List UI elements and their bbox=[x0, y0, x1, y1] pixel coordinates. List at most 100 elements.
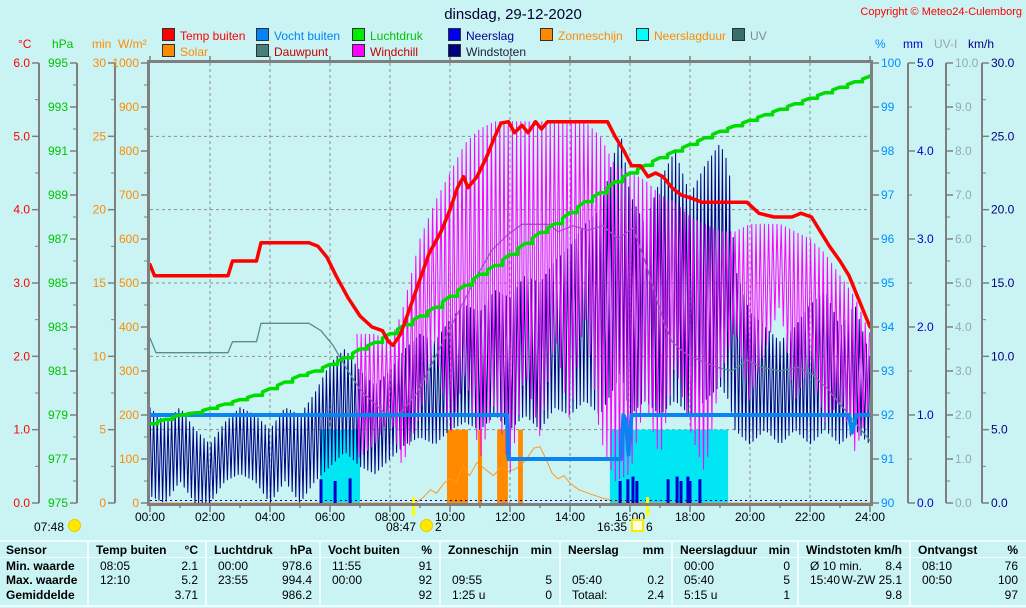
neerslag-bar bbox=[333, 481, 337, 503]
y-tick-label-kmh: 30.0 bbox=[991, 56, 1015, 70]
y-tick-label-mm: 2.0 bbox=[917, 320, 934, 334]
daylength-value: 07:48 bbox=[34, 520, 65, 534]
neerslag-bar bbox=[679, 481, 683, 503]
legend-label: Dauwpunt bbox=[274, 45, 329, 59]
y-tick-label-pct: 93 bbox=[881, 364, 895, 378]
sun-icon bbox=[68, 519, 82, 532]
y-tick-label-temp: 6.0 bbox=[13, 56, 30, 70]
legend-item-zonneschijn: Zonneschijn bbox=[540, 28, 623, 43]
y-tick-label-hpa: 975 bbox=[48, 496, 68, 510]
x-tick-label: 24:00 bbox=[855, 510, 885, 524]
table-cell-value: 2.4 bbox=[647, 588, 664, 602]
table-cell-time: 12:10 bbox=[100, 573, 131, 587]
weather-chart: 00:00 02:00 04:00 06:00 08:00 10:00 12:00 14:00… bbox=[13, 56, 1015, 524]
axis-header-temp: °C bbox=[18, 37, 32, 51]
y-tick-label-temp: 5.0 bbox=[13, 129, 30, 143]
table-cell-value: 0 bbox=[545, 588, 552, 602]
table-cell-time: 09:55 bbox=[452, 573, 483, 587]
y-tick-label-uvi: 7.0 bbox=[955, 188, 972, 202]
legend-label: Solar bbox=[180, 45, 209, 59]
legend-label: UV bbox=[750, 29, 767, 43]
table-cell-time: 15:40 bbox=[810, 573, 841, 587]
y-tick-label-wm2: 0 bbox=[132, 496, 139, 510]
legend-swatch-icon bbox=[162, 44, 175, 57]
legend-swatch-icon bbox=[352, 44, 365, 57]
y-tick-label-uvi: 9.0 bbox=[955, 100, 972, 114]
y-tick-label-uvi: 10.0 bbox=[955, 56, 979, 70]
axis-header-minutes: min bbox=[92, 37, 112, 51]
table-col-name: Vocht buiten bbox=[328, 543, 400, 557]
y-tick-label-hpa: 979 bbox=[48, 408, 68, 422]
table-cell-value: 97 bbox=[1004, 588, 1018, 602]
y-tick-label-wm2: 400 bbox=[119, 320, 139, 334]
table-cell-value: 986.2 bbox=[281, 588, 312, 602]
y-tick-label-minutes: 25 bbox=[93, 129, 107, 143]
sun-event-tick bbox=[411, 497, 415, 516]
y-tick-label-wm2: 700 bbox=[119, 188, 139, 202]
x-tick-label: 06:00 bbox=[315, 510, 345, 524]
legend-item-windchill: Windchill bbox=[352, 44, 418, 59]
legend-item-uv: UV bbox=[732, 28, 767, 43]
table-col-unit: mm bbox=[642, 543, 664, 557]
legend-swatch-icon bbox=[448, 44, 461, 57]
table-column-separator bbox=[87, 542, 89, 605]
sunrise-marker: 08:47 2 bbox=[386, 519, 442, 534]
legend-label: Vocht buiten bbox=[274, 29, 341, 43]
x-tick-label: 18:00 bbox=[675, 510, 705, 524]
table-divider bbox=[0, 557, 1026, 558]
legend-item-neerslagduur: Neerslagduur bbox=[636, 28, 726, 43]
y-tick-label-hpa: 993 bbox=[48, 100, 68, 114]
table-cell-value: 978.6 bbox=[281, 559, 312, 573]
table-divider bbox=[0, 540, 1026, 542]
table-col-unit: min bbox=[768, 543, 790, 557]
y-tick-label-mm: 4.0 bbox=[917, 144, 934, 158]
table-column-separator bbox=[797, 542, 799, 605]
legend-swatch-icon bbox=[636, 28, 649, 41]
table-cell-value: 5.2 bbox=[181, 573, 198, 587]
legend-label: Temp buiten bbox=[180, 29, 246, 43]
sunset-marker: 16:35 6 bbox=[597, 519, 653, 534]
y-tick-label-minutes: 0 bbox=[99, 496, 106, 510]
y-tick-label-kmh: 0.0 bbox=[991, 496, 1008, 510]
table-cell-value: 91 bbox=[418, 559, 432, 573]
sunrise-note: 2 bbox=[435, 520, 442, 534]
x-tick-label: 20:00 bbox=[735, 510, 765, 524]
y-tick-label-hpa: 983 bbox=[48, 320, 68, 334]
x-tick-label: 08:00 bbox=[375, 510, 405, 524]
table-divider bbox=[0, 605, 1026, 607]
y-tick-label-wm2: 600 bbox=[119, 232, 139, 246]
table-row-header: Gemiddelde bbox=[6, 588, 75, 602]
table-cell-value: 76 bbox=[1004, 559, 1018, 573]
y-tick-label-pct: 92 bbox=[881, 408, 895, 422]
y-tick-label-kmh: 5.0 bbox=[991, 423, 1008, 437]
y-tick-label-pct: 97 bbox=[881, 188, 895, 202]
legend-swatch-icon bbox=[256, 44, 269, 57]
axis-header-pct: % bbox=[875, 37, 886, 51]
legend-swatch-icon bbox=[352, 28, 365, 41]
y-tick-label-pct: 90 bbox=[881, 496, 895, 510]
table-column-separator bbox=[205, 542, 207, 605]
copyright-label: Copyright © Meteo24-Culemborg bbox=[860, 6, 1022, 18]
legend-label: Neerslagduur bbox=[654, 29, 727, 43]
table-cell-value: W-ZW 25.1 bbox=[841, 573, 902, 587]
neerslag-bar bbox=[618, 481, 622, 503]
legend-swatch-icon bbox=[162, 28, 175, 41]
y-tick-label-mm: 5.0 bbox=[917, 56, 934, 70]
table-cell-time: 08:10 bbox=[922, 559, 953, 573]
y-tick-label-mm: 3.0 bbox=[917, 232, 934, 246]
y-tick-label-pct: 98 bbox=[881, 144, 895, 158]
table-cell-value: 1 bbox=[783, 588, 790, 602]
y-tick-label-wm2: 1000 bbox=[112, 56, 139, 70]
table-cell-value: 2.1 bbox=[181, 559, 198, 573]
table-cell-value: 3.71 bbox=[174, 588, 198, 602]
sunset-note: 6 bbox=[646, 520, 653, 534]
axis-header-mm: mm bbox=[903, 37, 923, 51]
table-cell-value: 92 bbox=[418, 588, 432, 602]
axis-header-uvi: UV-I bbox=[934, 37, 958, 51]
legend-item-vocht-buiten: Vocht buiten bbox=[256, 28, 340, 43]
zonneschijn-bar bbox=[477, 429, 483, 503]
table-cell-time: 5:15 u bbox=[684, 588, 718, 602]
table-col-unit: % bbox=[421, 543, 432, 557]
neerslag-bar bbox=[631, 476, 635, 503]
table-cell-value: 0 bbox=[783, 559, 790, 573]
